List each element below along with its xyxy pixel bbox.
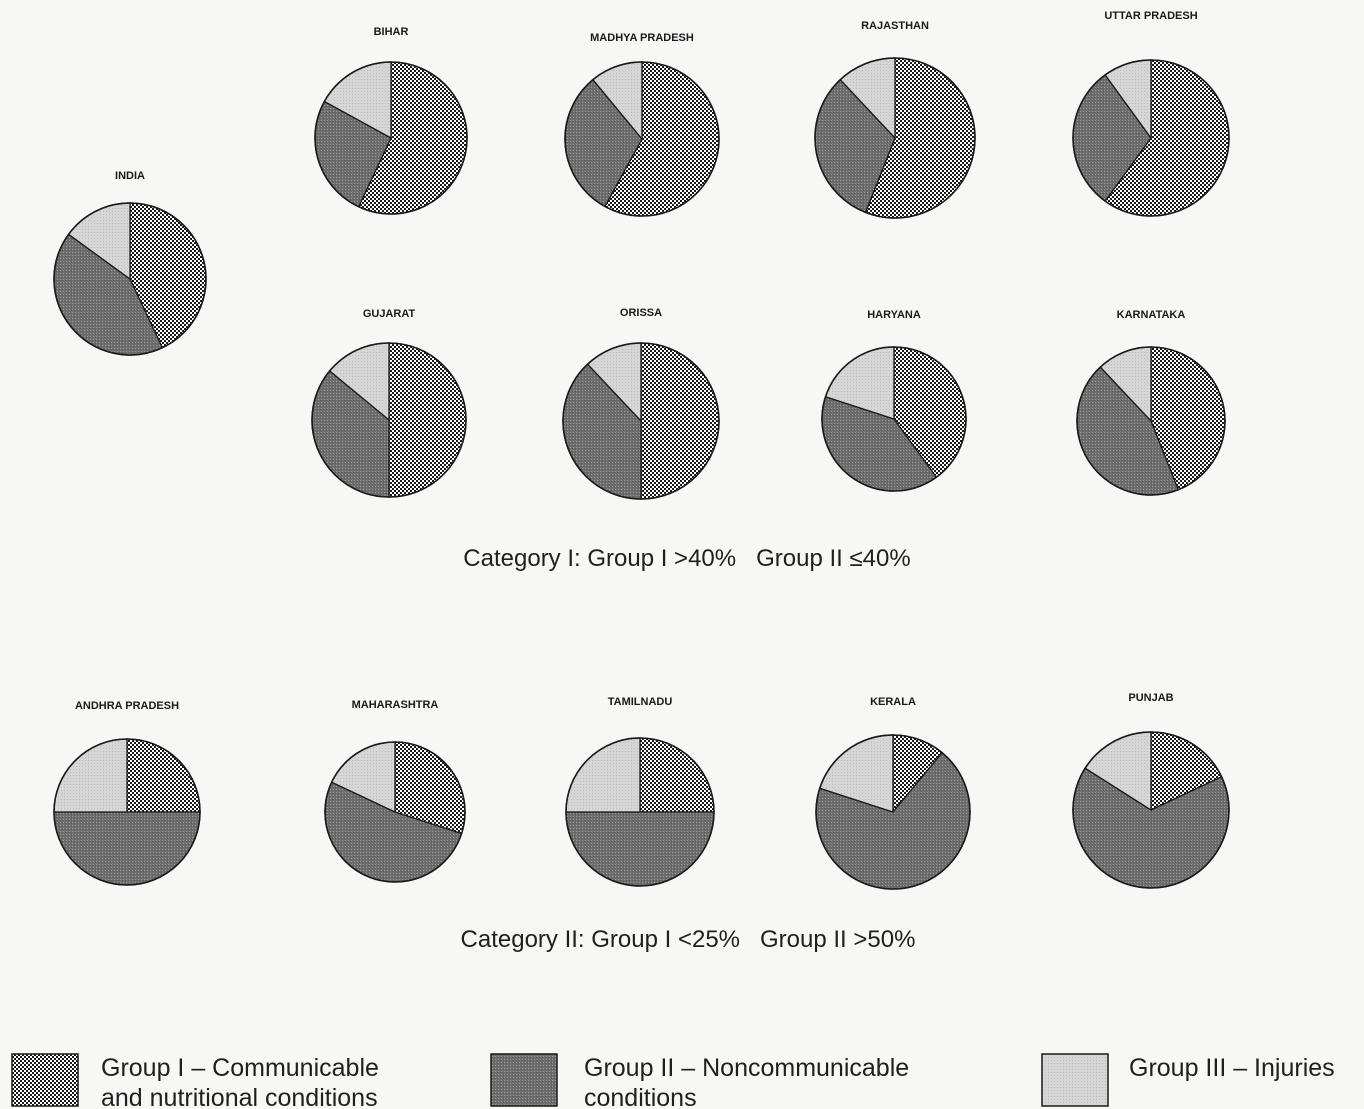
legend-swatch-group1 — [11, 1053, 79, 1107]
pie-rajasthan: RAJASTHAN — [814, 20, 976, 219]
pie-title-maharashtra: MAHARASHTRA — [352, 699, 439, 711]
category-1-label: Category I: Group I >40% Group II ≤40% — [463, 545, 910, 572]
category-2-label: Category II: Group I <25% Group II >50% — [461, 926, 916, 953]
pie-outline-karnataka — [1076, 346, 1226, 496]
pie-karnataka: KARNATAKA — [1076, 309, 1226, 496]
pie-outline-rajasthan — [814, 57, 976, 219]
pie-title-punjab: PUNJAB — [1128, 692, 1173, 704]
pie-outline-uttar-pradesh — [1072, 59, 1230, 217]
pie-outline-india — [53, 202, 207, 356]
pie-title-india: INDIA — [115, 170, 145, 182]
pies-group: INDIA BIHAR MADHYA PRADESH RAJASTHAN UTTAR P… — [53, 10, 1230, 890]
pie-title-rajasthan: RAJASTHAN — [861, 20, 929, 32]
pie-madhya-pradesh: MADHYA PRADESH — [564, 32, 720, 217]
pie-outline-orissa — [562, 342, 720, 500]
pie-outline-andhra-pradesh — [53, 738, 201, 886]
pie-slice-tamilnadu-group1 — [639, 737, 715, 813]
legend-label-group1: Group I – Communicable and nutritional c… — [101, 1054, 386, 1109]
pie-uttar-pradesh: UTTAR PRADESH — [1072, 10, 1230, 217]
pie-title-gujarat: GUJARAT — [363, 308, 416, 320]
pie-outline-maharashtra — [324, 741, 466, 883]
pie-title-tamilnadu: TAMILNADU — [608, 696, 673, 708]
pie-slice-tamilnadu-group3 — [565, 737, 641, 813]
pie-haryana: HARYANA — [821, 309, 967, 492]
pie-outline-bihar — [314, 61, 468, 215]
pie-bihar: BIHAR — [314, 26, 468, 215]
pie-slice-orissa-group1 — [640, 342, 720, 500]
pie-india: INDIA — [53, 170, 207, 356]
pie-outline-kerala — [815, 734, 971, 890]
pie-outline-madhya-pradesh — [564, 61, 720, 217]
pie-outline-haryana — [821, 346, 967, 492]
pie-title-bihar: BIHAR — [374, 26, 409, 38]
legend-item-group2: Group II – Noncommunicable conditions — [490, 1053, 916, 1109]
pie-slice-gujarat-group1 — [388, 342, 467, 498]
legend-swatch-group2 — [490, 1053, 558, 1107]
pie-outline-tamilnadu — [565, 737, 715, 887]
pie-tamilnadu: TAMILNADU — [565, 696, 715, 887]
pie-slice-andhra-pradesh-group3 — [53, 738, 128, 813]
legend-swatch-group3 — [1041, 1053, 1109, 1107]
pie-punjab: PUNJAB — [1072, 692, 1230, 889]
pie-gujarat: GUJARAT — [311, 308, 467, 498]
legend-item-group3: Group III – Injuries — [1041, 1053, 1335, 1107]
legend-label-group3: Group III – Injuries — [1129, 1054, 1335, 1082]
pie-title-haryana: HARYANA — [867, 309, 921, 321]
legend-item-group1: Group I – Communicable and nutritional c… — [11, 1053, 386, 1109]
pie-title-andhra-pradesh: ANDHRA PRADESH — [75, 700, 179, 712]
pie-title-kerala: KERALA — [870, 696, 916, 708]
pie-title-karnataka: KARNATAKA — [1117, 309, 1186, 321]
pie-andhra-pradesh: ANDHRA PRADESH — [53, 700, 201, 886]
pie-title-uttar-pradesh: UTTAR PRADESH — [1104, 10, 1197, 22]
pie-outline-punjab — [1072, 731, 1230, 889]
pie-title-madhya-pradesh: MADHYA PRADESH — [590, 32, 694, 44]
pie-slice-andhra-pradesh-group1 — [126, 738, 201, 813]
pie-maharashtra: MAHARASHTRA — [324, 699, 466, 883]
pie-slice-andhra-pradesh-group2 — [53, 811, 201, 886]
pie-slice-tamilnadu-group2 — [565, 811, 715, 887]
legend: Group I – Communicable and nutritional c… — [11, 1053, 1335, 1109]
pie-title-orissa: ORISSA — [620, 307, 662, 319]
pie-outline-gujarat — [311, 342, 467, 498]
pie-kerala: KERALA — [815, 696, 971, 890]
legend-label-group2: Group II – Noncommunicable conditions — [584, 1054, 916, 1109]
pie-orissa: ORISSA — [562, 307, 720, 500]
